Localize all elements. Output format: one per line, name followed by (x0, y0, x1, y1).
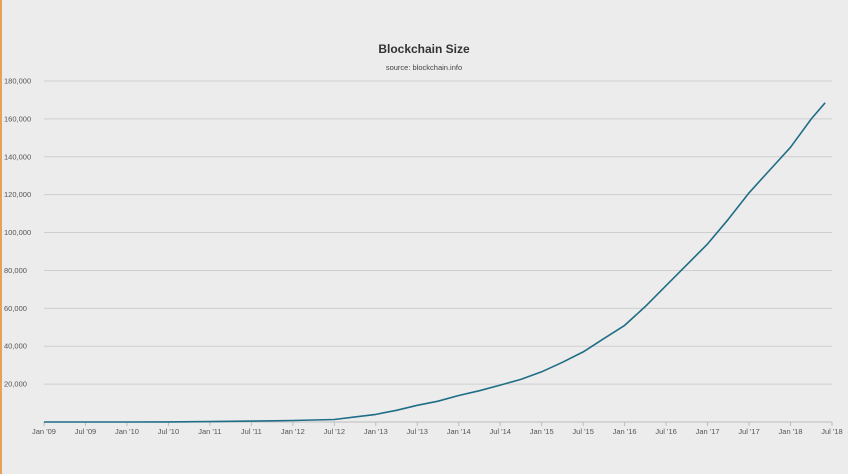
x-tick-label: Jul '14 (489, 427, 510, 436)
y-tick-label: 140,000 (4, 152, 31, 161)
x-tick-label: Jul '09 (75, 427, 96, 436)
chart-subtitle: source: blockchain.info (385, 63, 463, 72)
x-tick-label: Jul '10 (158, 427, 179, 436)
x-tick-label: Jan '14 (447, 427, 471, 436)
x-tick-label: Jan '17 (696, 427, 720, 436)
y-tick-label: 20,000 (4, 380, 27, 389)
y-tick-label: 80,000 (4, 266, 27, 275)
y-tick-label: 60,000 (4, 304, 27, 313)
x-tick-label: Jul '12 (324, 427, 345, 436)
y-tick-label: 120,000 (4, 190, 31, 199)
chart-title: Blockchain Size (378, 42, 470, 56)
x-tick-label: Jan '18 (779, 427, 803, 436)
x-tick-label: Jan '12 (281, 427, 305, 436)
left-edge-accent (0, 0, 2, 474)
series-line (44, 102, 826, 423)
x-tick-label: Jul '13 (407, 427, 428, 436)
x-tick-label: Jan '16 (613, 427, 637, 436)
x-tick-label: Jan '13 (364, 427, 388, 436)
x-tick-label: Jul '16 (655, 427, 676, 436)
x-tick-label: Jan '11 (198, 427, 221, 436)
x-tick-label: Jan '09 (32, 427, 56, 436)
x-tick-label: Jul '17 (738, 427, 759, 436)
x-tick-label: Jan '10 (115, 427, 139, 436)
x-tick-label: Jan '15 (530, 427, 554, 436)
y-tick-label: 40,000 (4, 342, 27, 351)
x-tick-label: Jul '15 (572, 427, 593, 436)
x-tick-label: Jul '11 (241, 427, 262, 436)
y-tick-label: 160,000 (4, 114, 31, 123)
y-tick-label: 100,000 (4, 228, 31, 237)
y-tick-label: 180,000 (4, 77, 31, 86)
x-tick-label: Jul '18 (821, 427, 842, 436)
